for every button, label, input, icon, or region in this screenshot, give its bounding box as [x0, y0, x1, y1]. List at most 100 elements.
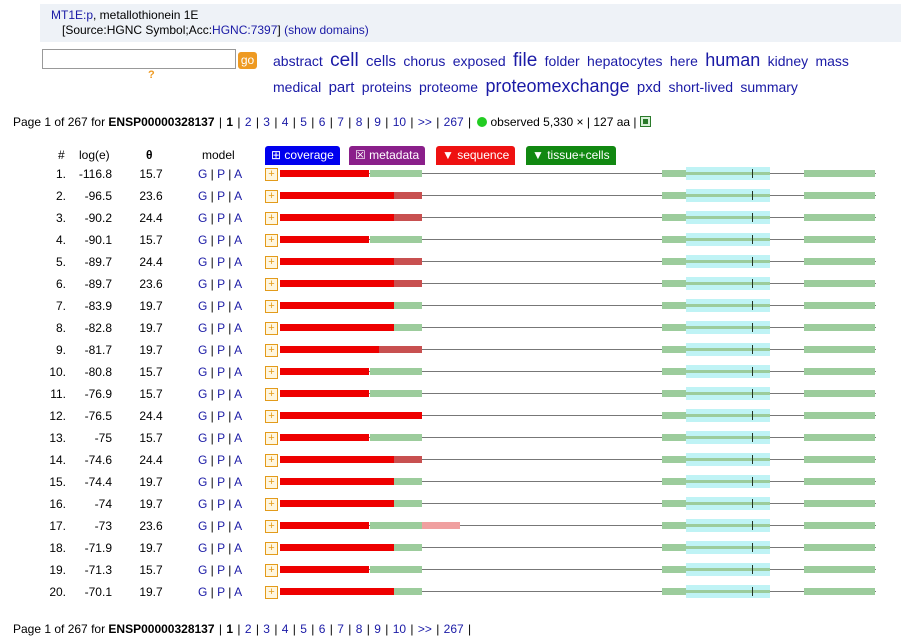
- model-link-p[interactable]: P: [217, 497, 225, 511]
- expand-plus-icon[interactable]: +: [265, 256, 278, 269]
- model-link-a[interactable]: A: [234, 519, 243, 533]
- model-link-a[interactable]: A: [234, 431, 243, 445]
- model-link-g[interactable]: G: [198, 563, 208, 577]
- tag-part[interactable]: part: [328, 79, 355, 96]
- model-link-p[interactable]: P: [217, 563, 225, 577]
- model-link-a[interactable]: A: [234, 365, 243, 379]
- model-link-a[interactable]: A: [234, 541, 243, 555]
- model-link-g[interactable]: G: [198, 255, 208, 269]
- page-link->>[interactable]: >>: [417, 622, 432, 636]
- page-link->>[interactable]: >>: [417, 115, 432, 129]
- page-link-7[interactable]: 7: [337, 115, 344, 129]
- hgnc-link[interactable]: HGNC:7397: [212, 23, 278, 37]
- page-link-10[interactable]: 10: [392, 622, 407, 636]
- expand-plus-icon[interactable]: +: [265, 586, 278, 599]
- tag-kidney[interactable]: kidney: [767, 53, 809, 69]
- model-link-a[interactable]: A: [234, 233, 243, 247]
- model-link-p[interactable]: P: [217, 167, 225, 181]
- tag-cells[interactable]: cells: [366, 53, 397, 70]
- page-link-5[interactable]: 5: [300, 622, 307, 636]
- tag-chorus[interactable]: chorus: [403, 53, 446, 69]
- page-link-8[interactable]: 8: [355, 115, 363, 129]
- go-button[interactable]: go: [238, 52, 257, 69]
- tab-metadata[interactable]: ☒ metadata: [349, 146, 426, 165]
- page-link-3[interactable]: 3: [263, 622, 270, 636]
- model-link-p[interactable]: P: [217, 585, 225, 599]
- expand-plus-icon[interactable]: +: [265, 564, 278, 577]
- tag-mass[interactable]: mass: [815, 53, 849, 69]
- model-link-g[interactable]: G: [198, 299, 208, 313]
- model-link-a[interactable]: A: [234, 255, 243, 269]
- model-link-p[interactable]: P: [217, 365, 225, 379]
- model-link-a[interactable]: A: [234, 189, 243, 203]
- model-link-g[interactable]: G: [198, 431, 208, 445]
- expand-plus-icon[interactable]: +: [265, 300, 278, 313]
- page-link-5[interactable]: 5: [300, 115, 307, 129]
- model-link-p[interactable]: P: [217, 343, 225, 357]
- model-link-p[interactable]: P: [217, 211, 225, 225]
- tag-short-lived[interactable]: short-lived: [668, 79, 734, 95]
- model-link-p[interactable]: P: [217, 233, 225, 247]
- expand-plus-icon[interactable]: +: [265, 476, 278, 489]
- expand-plus-icon[interactable]: +: [265, 344, 278, 357]
- tag-proteins[interactable]: proteins: [361, 79, 412, 95]
- page-link-9[interactable]: 9: [374, 622, 381, 636]
- model-link-g[interactable]: G: [198, 343, 208, 357]
- show-domains-link[interactable]: (show domains): [284, 23, 369, 37]
- model-link-a[interactable]: A: [234, 167, 243, 181]
- model-link-a[interactable]: A: [234, 299, 243, 313]
- model-link-g[interactable]: G: [198, 409, 208, 423]
- page-link-6[interactable]: 6: [318, 115, 326, 129]
- model-link-p[interactable]: P: [217, 189, 225, 203]
- model-link-p[interactable]: P: [217, 475, 225, 489]
- page-link-2[interactable]: 2: [244, 622, 252, 636]
- model-link-p[interactable]: P: [217, 431, 225, 445]
- model-link-a[interactable]: A: [234, 387, 243, 401]
- expand-plus-icon[interactable]: +: [265, 278, 278, 291]
- model-link-g[interactable]: G: [198, 497, 208, 511]
- page-link-7[interactable]: 7: [337, 622, 344, 636]
- model-link-a[interactable]: A: [234, 453, 243, 467]
- tag-hepatocytes[interactable]: hepatocytes: [587, 53, 663, 69]
- expand-plus-icon[interactable]: +: [265, 498, 278, 511]
- expand-plus-icon[interactable]: +: [265, 212, 278, 225]
- gene-link[interactable]: MT1E:p: [51, 8, 94, 22]
- expand-plus-icon[interactable]: +: [265, 432, 278, 445]
- model-link-g[interactable]: G: [198, 277, 208, 291]
- model-link-p[interactable]: P: [217, 453, 225, 467]
- page-link-3[interactable]: 3: [263, 115, 270, 129]
- expand-plus-icon[interactable]: +: [265, 542, 278, 555]
- model-link-p[interactable]: P: [217, 387, 225, 401]
- model-link-p[interactable]: P: [217, 519, 225, 533]
- spreadsheet-icon[interactable]: [639, 116, 651, 127]
- model-link-p[interactable]: P: [217, 409, 225, 423]
- tag-medical[interactable]: medical: [273, 79, 322, 95]
- expand-plus-icon[interactable]: +: [265, 322, 278, 335]
- tab-tissue-cells[interactable]: ▼ tissue+cells: [526, 146, 616, 165]
- model-link-g[interactable]: G: [198, 519, 208, 533]
- tag-summary[interactable]: summary: [740, 79, 798, 95]
- tab-coverage[interactable]: ⊞ coverage: [265, 146, 340, 165]
- model-link-p[interactable]: P: [217, 321, 225, 335]
- model-link-g[interactable]: G: [198, 475, 208, 489]
- model-link-p[interactable]: P: [217, 541, 225, 555]
- expand-plus-icon[interactable]: +: [265, 410, 278, 423]
- expand-plus-icon[interactable]: +: [265, 388, 278, 401]
- model-link-g[interactable]: G: [198, 211, 208, 225]
- model-link-a[interactable]: A: [234, 585, 243, 599]
- model-link-g[interactable]: G: [198, 585, 208, 599]
- page-link-4[interactable]: 4: [281, 622, 289, 636]
- page-link-4[interactable]: 4: [281, 115, 289, 129]
- tag-pxd[interactable]: pxd: [636, 79, 662, 96]
- model-link-p[interactable]: P: [217, 255, 225, 269]
- model-link-a[interactable]: A: [234, 321, 243, 335]
- model-link-a[interactable]: A: [234, 277, 243, 291]
- help-icon[interactable]: ?: [148, 69, 155, 81]
- page-link-267[interactable]: 267: [443, 115, 464, 129]
- page-link-2[interactable]: 2: [244, 115, 252, 129]
- tag-folder[interactable]: folder: [544, 53, 580, 69]
- model-link-g[interactable]: G: [198, 387, 208, 401]
- tag-proteome[interactable]: proteome: [418, 79, 479, 95]
- expand-plus-icon[interactable]: +: [265, 520, 278, 533]
- search-input[interactable]: [42, 49, 236, 69]
